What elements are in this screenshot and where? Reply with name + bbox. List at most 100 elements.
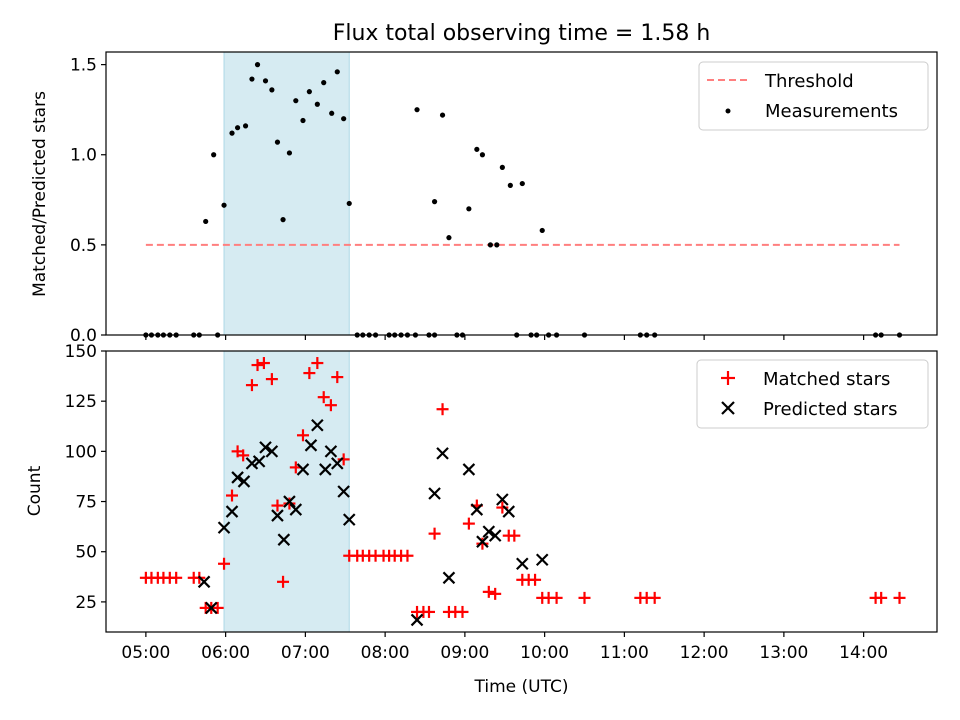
predicted-star-point bbox=[442, 571, 456, 585]
measurement-point bbox=[300, 117, 306, 124]
x-tick-label: 09:00 bbox=[440, 643, 489, 663]
count-y-tick-label: 150 bbox=[65, 342, 97, 362]
matched-star-point bbox=[462, 517, 475, 530]
matched-star-point bbox=[875, 591, 888, 604]
predicted-star-point bbox=[217, 521, 231, 534]
matched-star-point bbox=[237, 449, 250, 462]
predicted-star-point bbox=[535, 553, 549, 567]
measurement-point bbox=[234, 125, 241, 131]
matched-star-point bbox=[170, 571, 183, 584]
predicted-star-point bbox=[516, 557, 529, 571]
x-tick-label: 13:00 bbox=[759, 643, 808, 663]
predicted-star-point bbox=[342, 513, 356, 526]
predicted-star-point bbox=[337, 485, 350, 498]
predicted-star-point bbox=[496, 493, 509, 506]
measurement-point bbox=[334, 69, 340, 75]
predicted-star-point bbox=[330, 457, 344, 470]
legend-matched-label: Matched stars bbox=[763, 369, 890, 390]
predicted-star-point bbox=[462, 463, 476, 476]
count-panel-frame bbox=[105, 350, 938, 633]
measurement-point bbox=[211, 152, 217, 158]
matched-star-point bbox=[324, 399, 337, 412]
matched-star-point bbox=[251, 359, 264, 372]
legend-measurements-swatch bbox=[725, 108, 731, 114]
matched-star-point bbox=[489, 587, 502, 600]
predicted-star-point bbox=[319, 463, 332, 476]
ratio-y-tick-label: 1.5 bbox=[70, 56, 97, 76]
ratio-y-tick-label: 1.0 bbox=[70, 146, 97, 166]
predicted-star-point bbox=[283, 495, 296, 508]
measurement-point bbox=[539, 227, 545, 234]
matched-star-point bbox=[211, 601, 224, 614]
predicted-star-point bbox=[502, 505, 516, 518]
measurement-point bbox=[221, 202, 227, 208]
predicted-star-point bbox=[482, 525, 496, 538]
measurement-point bbox=[286, 150, 293, 156]
count-panel-ylabel: Count bbox=[25, 465, 45, 516]
measurement-point bbox=[249, 76, 255, 82]
matched-star-point bbox=[303, 367, 316, 380]
measurement-point bbox=[229, 130, 235, 136]
measurement-point bbox=[414, 107, 420, 113]
count-y-tick-label: 100 bbox=[65, 442, 97, 462]
predicted-star-point bbox=[252, 455, 266, 468]
measurement-point bbox=[479, 152, 486, 158]
measurement-point bbox=[269, 87, 275, 93]
x-tick-label: 10:00 bbox=[520, 643, 569, 663]
ratio-y-tick-label: 0.0 bbox=[70, 326, 97, 346]
x-tick-label: 05:00 bbox=[121, 643, 170, 663]
measurement-point bbox=[254, 62, 261, 68]
measurement-point bbox=[329, 110, 335, 116]
predicted-star-point bbox=[225, 505, 239, 518]
predicted-star-point bbox=[428, 487, 441, 500]
count-panel-shade bbox=[223, 350, 350, 633]
matched-star-point bbox=[271, 499, 284, 512]
measurement-point bbox=[274, 139, 281, 145]
matched-star-point bbox=[317, 391, 330, 404]
predicted-star-point bbox=[231, 471, 244, 484]
matched-star-point bbox=[550, 591, 563, 604]
x-tick-label: 07:00 bbox=[281, 643, 330, 663]
x-tick-label: 14:00 bbox=[839, 643, 888, 663]
matched-star-point bbox=[428, 527, 441, 540]
measurement-point bbox=[487, 242, 493, 248]
chart-title: Flux total observing time = 1.58 h bbox=[333, 21, 711, 46]
predicted-star-point bbox=[476, 535, 489, 548]
matched-star-point bbox=[331, 371, 344, 384]
matched-star-point bbox=[422, 605, 435, 618]
x-tick-label: 11:00 bbox=[600, 643, 649, 663]
measurement-point bbox=[262, 78, 269, 84]
matched-star-point bbox=[648, 591, 661, 604]
matched-star-point bbox=[283, 497, 296, 510]
measurement-point bbox=[242, 123, 249, 129]
predicted-star-point bbox=[245, 457, 259, 470]
matched-star-point bbox=[482, 585, 495, 598]
predicted-star-point bbox=[296, 463, 310, 476]
measurement-point bbox=[507, 182, 513, 188]
count-legend-box bbox=[696, 359, 929, 429]
predicted-star-point bbox=[265, 445, 279, 458]
predicted-star-point bbox=[488, 529, 502, 542]
predicted-star-point bbox=[237, 475, 251, 488]
measurement-point bbox=[519, 180, 525, 187]
predicted-star-point bbox=[311, 418, 324, 432]
matched-star-point bbox=[508, 529, 521, 542]
predicted-star-point bbox=[436, 447, 449, 460]
measurement-point bbox=[494, 242, 500, 248]
measurement-point bbox=[341, 116, 347, 122]
predicted-star-point bbox=[470, 503, 484, 516]
count-y-tick-label: 75 bbox=[75, 493, 97, 513]
count-y-tick-label: 50 bbox=[75, 543, 97, 563]
ratio-legend-box bbox=[698, 61, 929, 131]
ratio-panel-frame bbox=[105, 51, 938, 336]
predicted-star-point bbox=[304, 439, 318, 452]
ratio-panel-shade bbox=[223, 51, 350, 336]
matched-star-point bbox=[529, 573, 542, 586]
legend-predicted-swatch bbox=[721, 401, 735, 415]
matched-star-point bbox=[226, 489, 239, 502]
predicted-star-point bbox=[271, 509, 284, 522]
ratio-legend: Threshold Measurements bbox=[698, 61, 929, 131]
x-axis-label: Time (UTC) bbox=[474, 677, 569, 697]
matched-star-point bbox=[337, 453, 350, 466]
predicted-star-point bbox=[277, 533, 291, 546]
